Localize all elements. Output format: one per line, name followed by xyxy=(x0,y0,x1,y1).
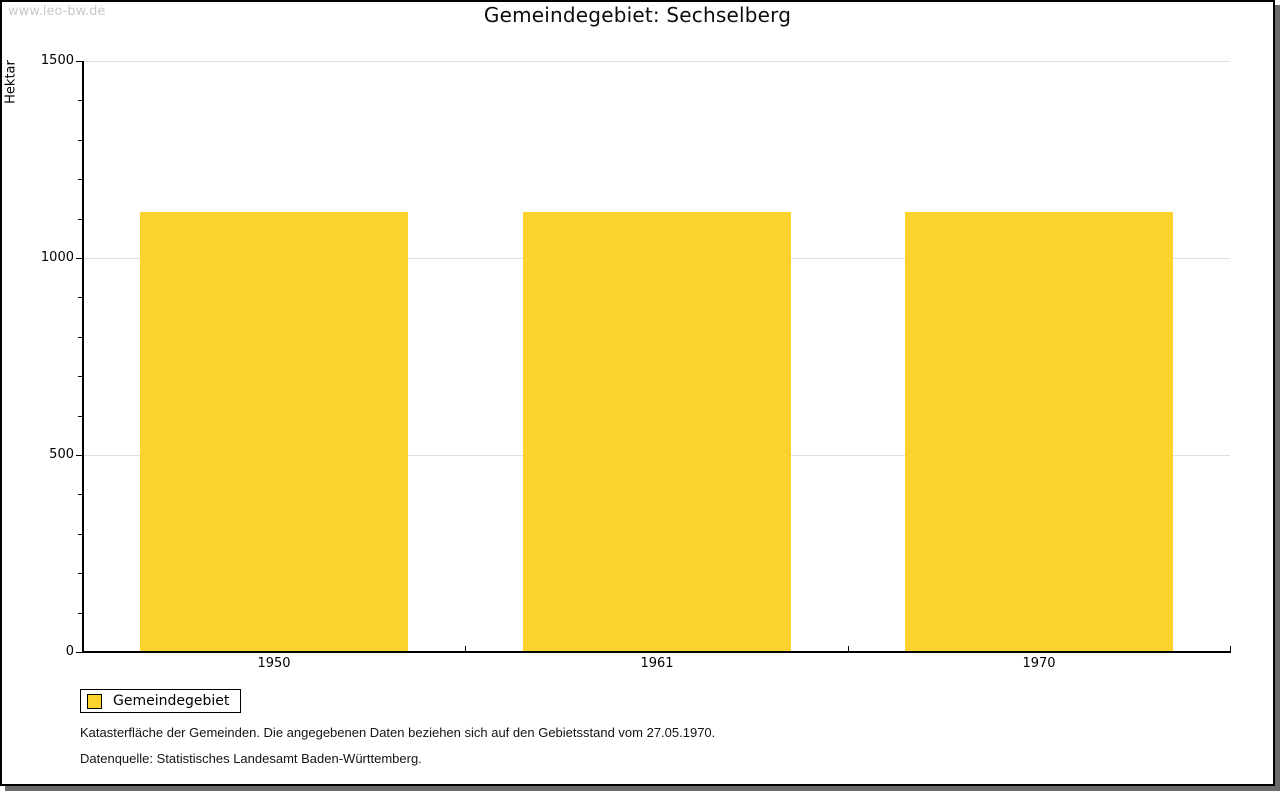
gridline-1500 xyxy=(83,61,1230,62)
y-tick-label-1000: 1000 xyxy=(40,250,74,265)
chart-title: Gemeindegebiet: Sechselberg xyxy=(483,3,792,27)
bar-1961 xyxy=(523,212,791,651)
y-minor-tick-1400 xyxy=(78,100,83,101)
y-tick-label-0: 0 xyxy=(65,644,74,659)
frame-shadow-bottom xyxy=(5,786,1280,791)
y-minor-tick-300 xyxy=(78,534,83,535)
y-tick-label-500: 500 xyxy=(49,447,74,462)
bar-1970 xyxy=(905,212,1173,651)
y-minor-tick-900 xyxy=(78,297,83,298)
x-boundary-tick-2 xyxy=(848,646,849,652)
x-boundary-tick-3 xyxy=(1230,646,1231,652)
footnote-data-source: Datenquelle: Statistisches Landesamt Bad… xyxy=(80,751,422,766)
y-axis-line xyxy=(82,61,84,653)
footnote-source-note: Katasterfläche der Gemeinden. Die angege… xyxy=(80,725,716,740)
x-axis-line xyxy=(82,651,1231,653)
y-major-tick-500 xyxy=(76,455,83,456)
legend-swatch-gemeindegebiet xyxy=(87,693,102,709)
y-major-tick-1500 xyxy=(76,61,83,62)
watermark: www.leo-bw.de xyxy=(8,4,106,19)
legend-label: Gemeindegebiet xyxy=(113,693,230,709)
x-tick-label-1950: 1950 xyxy=(257,656,291,671)
x-boundary-tick-1 xyxy=(465,646,466,652)
y-minor-tick-600 xyxy=(78,416,83,417)
bar-1950 xyxy=(140,212,408,651)
y-minor-tick-700 xyxy=(78,376,83,377)
y-minor-tick-1200 xyxy=(78,179,83,180)
legend: Gemeindegebiet xyxy=(80,689,242,713)
x-tick-label-1970: 1970 xyxy=(1022,656,1056,671)
y-major-tick-1000 xyxy=(76,258,83,259)
y-minor-tick-400 xyxy=(78,494,83,495)
frame-shadow-right xyxy=(1275,5,1280,791)
y-minor-tick-200 xyxy=(78,573,83,574)
y-minor-tick-1100 xyxy=(78,219,83,220)
x-tick-label-1961: 1961 xyxy=(640,656,674,671)
y-minor-tick-1300 xyxy=(78,140,83,141)
y-minor-tick-100 xyxy=(78,613,83,614)
y-major-tick-0 xyxy=(76,652,83,653)
y-minor-tick-800 xyxy=(78,337,83,338)
y-tick-label-1500: 1500 xyxy=(40,53,74,68)
